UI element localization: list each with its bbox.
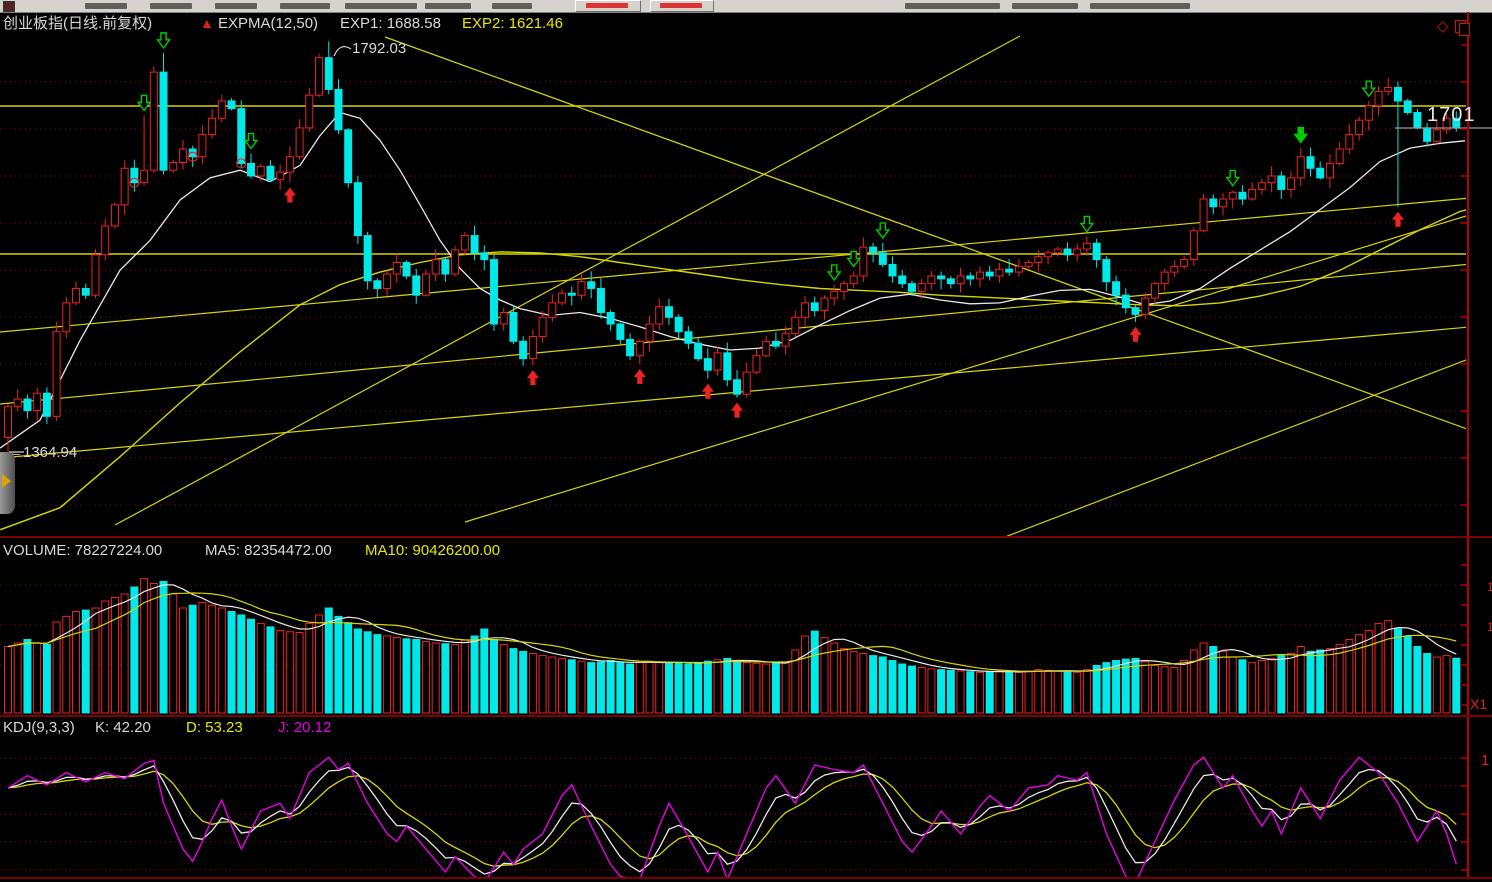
menu-item[interactable] (280, 3, 330, 9)
volume-value[interactable]: VOLUME: 78227224.00 (3, 542, 163, 559)
menu-item[interactable] (85, 3, 127, 9)
volume-ma10-value: MA10: 90426200.00 (365, 542, 501, 559)
last-price-label: 1701 (1427, 104, 1476, 126)
menu-item[interactable] (345, 3, 417, 9)
low-annotation: ←1364.94 (8, 444, 78, 461)
high-annotation: 1792.03 (352, 40, 407, 57)
menu-red-button-1[interactable] (575, 0, 641, 12)
menu-item[interactable] (425, 3, 471, 9)
kdj-axis-label-clipped: 1 (1481, 752, 1490, 769)
clipped-axis-digit: 1 (1487, 620, 1492, 634)
kdj-d-value: D: 53.23 (186, 719, 243, 736)
kdj-j-value: J: 20.12 (278, 719, 332, 736)
expand-arrow-icon[interactable] (2, 474, 11, 488)
server-status-text (905, 3, 1000, 9)
red-button-label (660, 3, 702, 8)
menu-item[interactable] (492, 3, 532, 9)
volume-ma5-value: MA5: 82354472.00 (205, 542, 332, 559)
menu-bar[interactable] (0, 0, 1492, 13)
exp2-value: EXP2: 1621.46 (462, 15, 563, 32)
menu-item[interactable] (215, 3, 257, 9)
app-icon (3, 1, 15, 12)
volume-axis-multiplier: X1 (1470, 696, 1488, 712)
expma-label[interactable]: EXPMA(12,50) (218, 15, 319, 32)
up-arrow-icon: ▲ (200, 15, 214, 31)
split-window-icon[interactable] (1455, 20, 1470, 36)
server-status-text (1090, 3, 1190, 9)
red-button-label (586, 3, 628, 8)
menu-red-button-2[interactable] (650, 0, 714, 12)
instrument-title[interactable]: 创业板指(日线.前复权) (3, 15, 153, 32)
menu-item[interactable] (150, 3, 192, 9)
kdj-k-value: K: 42.20 (95, 719, 151, 736)
exp1-value: EXP1: 1688.58 (340, 15, 441, 32)
server-status-text (1012, 3, 1078, 9)
kdj-title[interactable]: KDJ(9,3,3) (3, 719, 75, 736)
diamond-icon[interactable]: ◇ (1437, 18, 1449, 35)
clipped-axis-digit: 1 (1487, 580, 1492, 594)
